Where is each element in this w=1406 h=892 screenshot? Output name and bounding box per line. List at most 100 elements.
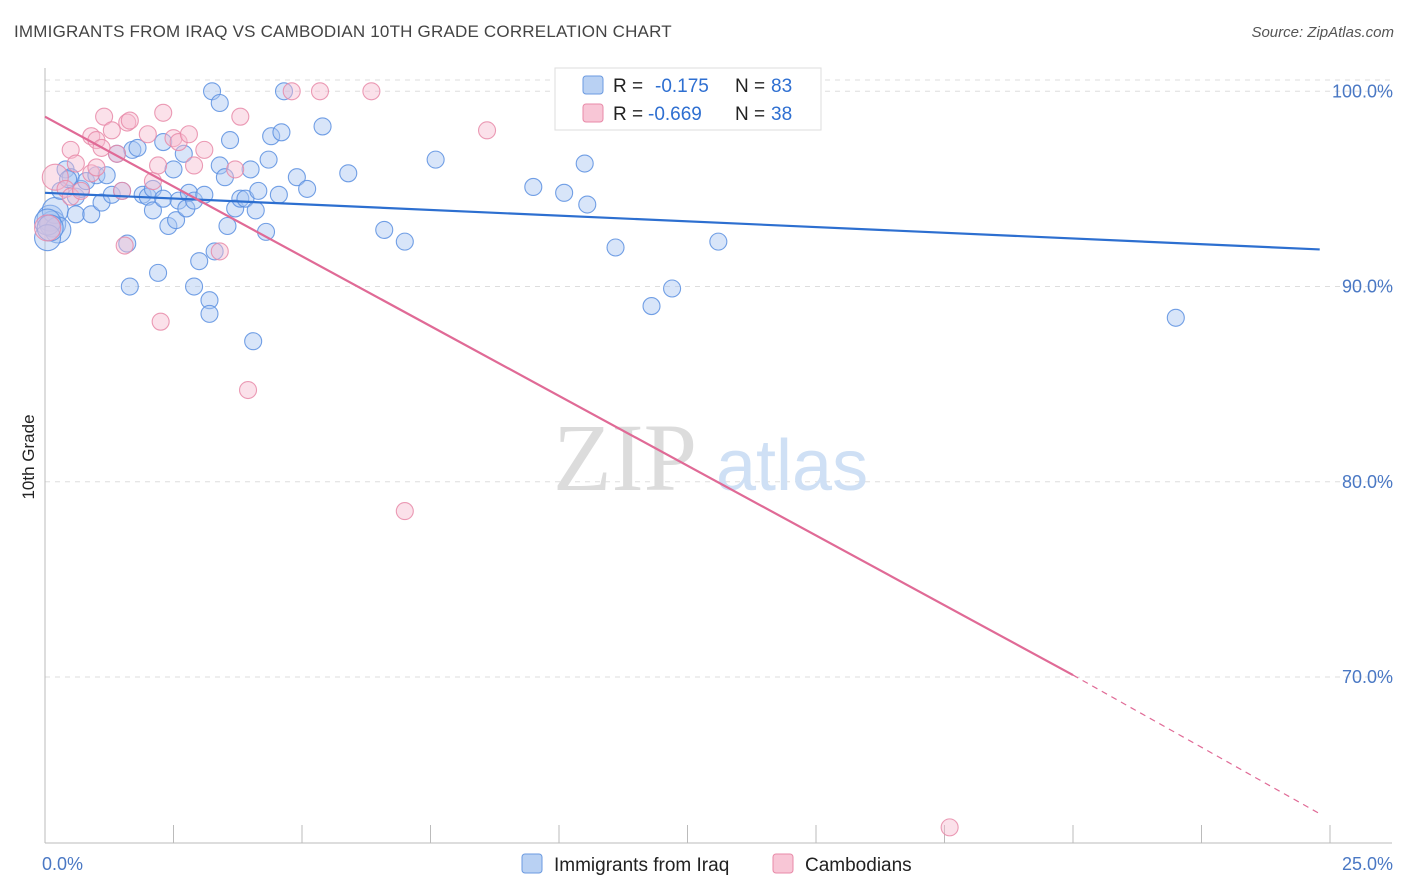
iraq-point-40 [200,304,219,323]
iraq-point-44 [210,156,229,175]
iraq-point-69 [555,183,574,202]
iraq-point-46 [218,216,237,236]
iraq-point-59 [272,123,291,142]
iraq-point-53 [246,201,265,220]
iraq-point-60 [274,82,294,101]
iraq-point-74 [663,279,682,298]
bottom-legend-swatch-iraq [521,853,543,874]
legend: R = -0.175 N = 83 R = -0.669 N = 38 [554,67,822,131]
iraq-point-58 [269,185,288,204]
iraq-point-17 [118,234,137,253]
iraq-point-63 [313,117,332,136]
bottom-legend-label-cambodians: Cambodians [805,855,912,876]
iraq-point-67 [426,150,445,169]
legend-n-value-iraq: 83 [771,76,792,97]
y-tick-label-1: 80.0% [1342,472,1393,492]
cambodian-point-19 [138,125,157,144]
cambodian-point-34 [310,82,330,101]
chart-title: IMMIGRANTS FROM IRAQ VS CAMBODIAN 10TH G… [14,22,672,41]
iraq-point-29 [164,160,183,179]
watermark: ZIP atlas [553,404,868,511]
cambodian-point-3 [61,187,80,206]
cambodian-point-4 [61,140,80,159]
cambodian-point-0 [34,214,62,242]
cambodian-point-9 [87,158,106,177]
y-tick-labels: 70.0% 80.0% 90.0% 100.0% [1332,81,1393,687]
iraq-point-42 [205,242,224,261]
cambodian-point-37 [477,121,497,140]
axes [44,68,1392,844]
cambodian-point-13 [102,121,121,140]
y-tick-label-0: 70.0% [1342,667,1393,687]
cambodian-point-38 [940,818,959,837]
cambodian-point-18 [120,111,139,130]
cambodian-point-21 [149,156,168,175]
iraq-point-49 [231,189,250,208]
trend-line-cambodians-extension [1072,674,1321,815]
iraq-point-30 [167,211,186,230]
iraq-point-54 [249,181,268,200]
iraq-point-51 [241,160,260,179]
iraq-point-62 [298,179,317,198]
iraq-point-71 [578,195,597,214]
cambodian-point-7 [82,164,101,183]
legend-n-label-iraq: N = [735,76,765,97]
iraq-point-72 [606,238,625,257]
bottom-legend: Immigrants from Iraq Cambodians [521,853,912,876]
iraq-point-73 [642,297,661,316]
cambodian-point-16 [115,236,134,255]
legend-r-label-cambodians: R = [613,104,643,125]
iraq-point-25 [149,263,168,282]
iraq-point-79 [34,224,62,252]
iraq-point-47 [220,131,240,150]
iraq-point-7 [66,205,85,224]
cambodian-point-36 [395,502,414,521]
iraq-point-57 [262,127,281,146]
bottom-legend-label-iraq: Immigrants from Iraq [554,855,729,876]
trend-lines [44,115,1321,815]
x-tick-label-0: 0.0% [42,854,83,874]
y-axis-label: 10th Grade [19,414,38,499]
iraq-point-43 [210,93,229,113]
iraq-point-18 [120,277,139,296]
legend-n-label-cambodians: N = [735,104,765,125]
iraq-point-64 [339,164,358,183]
cambodian-point-1 [41,163,69,191]
iraq-point-75 [709,232,728,251]
cambodian-point-30 [226,160,245,179]
iraq-point-5 [61,168,80,187]
legend-r-label-iraq: R = [613,76,643,97]
cambodian-point-26 [179,125,198,144]
cambodian-point-12 [95,107,114,126]
cambodian-point-35 [362,82,381,101]
legend-n-value-cambodians: 38 [771,104,792,125]
iraq-point-20 [128,138,147,157]
cambodian-point-6 [71,181,91,200]
cambodian-point-28 [195,140,214,159]
iraq-point-68 [524,177,543,197]
iraq-point-23 [143,201,162,220]
legend-swatch-cambodians [582,103,604,123]
legend-r-value-cambodians: -0.669 [648,104,702,125]
iraq-point-56 [259,150,278,169]
iraq-point-35 [185,277,204,296]
iraq-point-66 [395,232,414,251]
watermark-atlas: atlas [716,426,868,506]
iraq-point-52 [244,332,263,351]
cambodian-point-22 [151,312,170,331]
cambodian-point-29 [210,242,229,261]
legend-r-value-iraq: -0.175 [655,76,709,97]
iraq-point-65 [375,220,394,239]
cambodian-point-5 [66,154,85,173]
cambodian-point-17 [118,113,137,132]
iraq-point-39 [200,291,219,310]
cambodian-point-31 [231,107,250,126]
watermark-zip: ZIP [553,404,697,511]
cambodian-point-23 [154,103,173,122]
y-tick-label-3: 100.0% [1332,81,1393,101]
iraq-point-61 [287,168,306,187]
y-tick-label-2: 90.0% [1342,277,1393,297]
iraq-point-32 [174,144,193,163]
legend-swatch-iraq [582,75,604,95]
